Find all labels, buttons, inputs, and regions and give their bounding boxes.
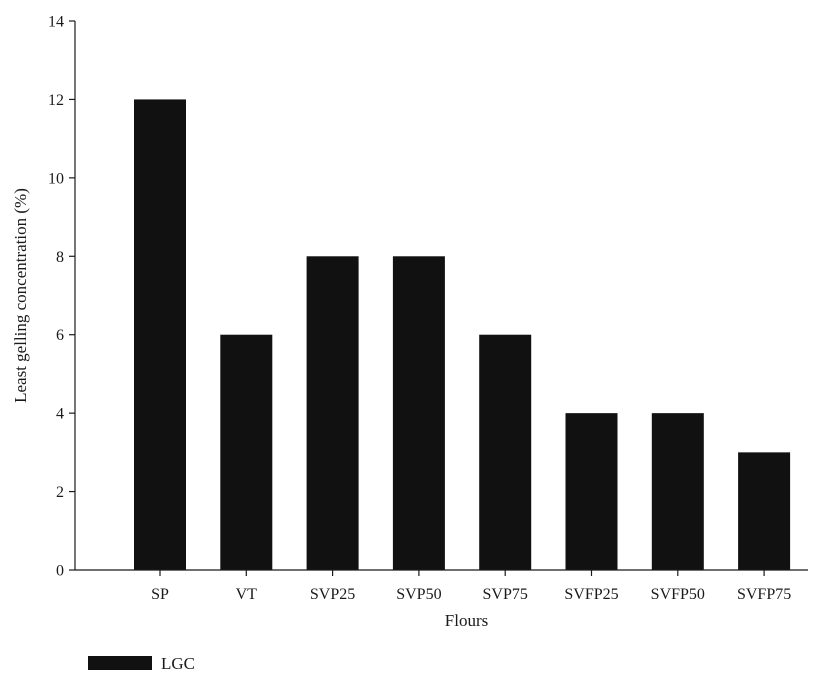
y-tick-label: 4 xyxy=(56,406,64,423)
bar-svp75 xyxy=(479,334,532,570)
y-tick-label: 14 xyxy=(48,14,64,31)
y-axis-ticks: 0 2 4 6 8 10 12 14 xyxy=(48,14,75,580)
x-tick-label: SVP50 xyxy=(396,586,441,603)
y-tick-label: 6 xyxy=(56,327,64,344)
bar-svfp75 xyxy=(738,452,791,570)
plot-area: 0 2 4 6 8 10 12 14 SP VT SVP25 SVP50 SVP75 SVFP25 SVF… xyxy=(48,14,808,603)
x-axis-ticks: SP VT SVP25 SVP50 SVP75 SVFP25 SVFP50 SVFP75 xyxy=(151,570,791,603)
y-tick-label: 0 xyxy=(56,563,64,580)
x-tick-label: SVFP75 xyxy=(737,586,791,603)
x-tick-label: SVFP25 xyxy=(564,586,618,603)
x-tick-label: SVP75 xyxy=(483,586,528,603)
x-tick-label: SVFP50 xyxy=(651,586,705,603)
x-tick-label: SP xyxy=(151,586,169,603)
x-axis-title: Flours xyxy=(445,611,488,630)
legend-swatch xyxy=(88,656,152,670)
legend-label: LGC xyxy=(161,654,195,673)
y-tick-label: 2 xyxy=(56,484,64,501)
x-tick-label: SVP25 xyxy=(310,586,355,603)
x-tick-label: VT xyxy=(236,586,258,603)
y-tick-label: 8 xyxy=(56,249,64,266)
y-tick-label: 12 xyxy=(48,92,64,109)
legend: LGC xyxy=(88,654,195,673)
bar-svp50 xyxy=(392,256,445,570)
y-axis-title: Least gelling concentration (%) xyxy=(11,188,30,403)
bar-vt xyxy=(220,334,273,570)
bar-sp xyxy=(134,99,186,570)
bar-svp25 xyxy=(306,256,359,570)
y-tick-label: 10 xyxy=(48,170,64,187)
bar-svfp50 xyxy=(651,413,704,570)
bar-svfp25 xyxy=(565,413,618,570)
bars xyxy=(134,99,791,570)
